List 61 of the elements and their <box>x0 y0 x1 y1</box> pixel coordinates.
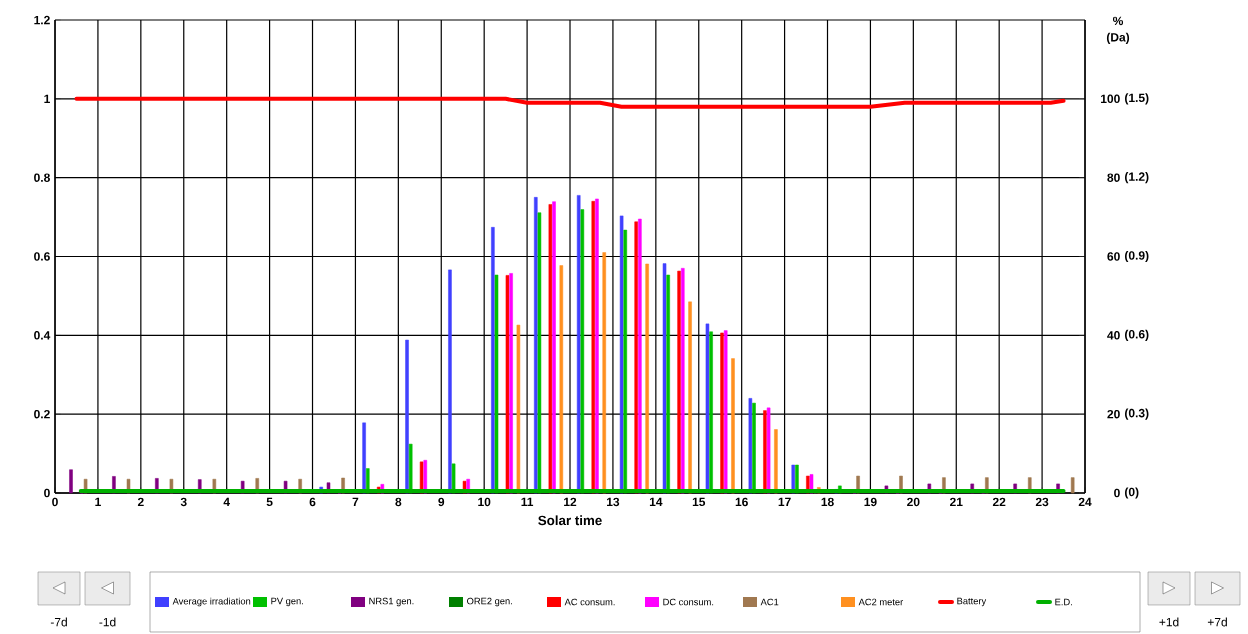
y2-axis-title: % <box>1112 16 1124 26</box>
y3-axis-title: (Da) <box>1106 32 1130 44</box>
y2-tick-label: 0 <box>1114 488 1120 498</box>
legend-label: AC1 <box>760 598 779 606</box>
legend-label: E.D. <box>1055 598 1072 606</box>
y-tick-label: 0.4 <box>34 331 51 340</box>
y2-tick-label: 80 <box>1107 173 1120 182</box>
x-tick-label: 8 <box>395 497 402 507</box>
x-tick-label: 24 <box>1078 497 1092 507</box>
x-tick-label: 7 <box>352 497 359 506</box>
legend-label: PV gen. <box>271 597 303 607</box>
legend-label: Battery <box>957 597 987 607</box>
y-tick-label: 0.8 <box>34 173 50 182</box>
legend-label: DC consum. <box>663 598 714 606</box>
y3-tick-label: (1.5) <box>1125 93 1149 105</box>
x-tick-label: 9 <box>438 497 445 507</box>
x-tick-label: 0 <box>52 497 58 507</box>
x-tick-label: 2 <box>137 497 144 507</box>
x-tick-label: 18 <box>821 497 834 507</box>
legend-label: AC consum. <box>564 598 615 606</box>
legend-label: ORE2 gen. <box>467 597 512 607</box>
x-tick-label: 14 <box>649 497 663 506</box>
x-tick-label: 16 <box>735 497 748 507</box>
x-tick-label: 4 <box>223 497 230 506</box>
legend-label: AC2 meter <box>858 598 904 606</box>
y-tick-label: 1 <box>44 94 50 103</box>
y3-tick-label: (0.6) <box>1125 329 1149 341</box>
text: +1d <box>1159 617 1179 627</box>
x-axis-title: Solar time <box>538 515 602 526</box>
legend-label: NRS1 gen. <box>369 597 414 607</box>
text: -7d <box>50 617 67 627</box>
x-tick-label: 6 <box>309 497 316 507</box>
x-tick-label: 21 <box>950 497 963 507</box>
y-tick-label: 1.2 <box>34 15 50 25</box>
y3-tick-label: (0.9) <box>1125 250 1149 263</box>
x-tick-label: 12 <box>564 497 577 507</box>
y2-tick-label: 20 <box>1107 409 1120 419</box>
x-tick-label: 3 <box>180 497 187 507</box>
legend-label: Average irradiation <box>172 597 251 607</box>
y-tick-label: 0.2 <box>34 409 50 419</box>
x-tick-label: 22 <box>992 497 1006 507</box>
text: -1d <box>99 617 116 627</box>
y-tick-label: 0 <box>44 488 50 498</box>
y2-tick-label: 40 <box>1107 331 1120 340</box>
y3-tick-label: (0.3) <box>1125 408 1149 420</box>
text: +7d <box>1207 617 1227 627</box>
y3-tick-label: (0) <box>1125 487 1139 499</box>
x-tick-label: 10 <box>478 497 491 507</box>
x-tick-label: 23 <box>1035 497 1049 507</box>
x-tick-label: 19 <box>864 497 877 507</box>
y3-tick-label: (1.2) <box>1125 172 1149 184</box>
y-tick-label: 0.6 <box>34 252 50 261</box>
x-tick-label: 20 <box>907 497 920 507</box>
x-tick-label: 17 <box>778 497 791 506</box>
x-tick-label: 11 <box>521 497 534 506</box>
y2-tick-label: 60 <box>1107 252 1120 261</box>
x-tick-label: 1 <box>95 497 101 506</box>
y2-tick-label: 100 <box>1101 94 1120 104</box>
x-tick-label: 15 <box>692 497 706 507</box>
x-tick-label: 5 <box>266 497 273 507</box>
x-tick-label: 13 <box>607 497 620 507</box>
